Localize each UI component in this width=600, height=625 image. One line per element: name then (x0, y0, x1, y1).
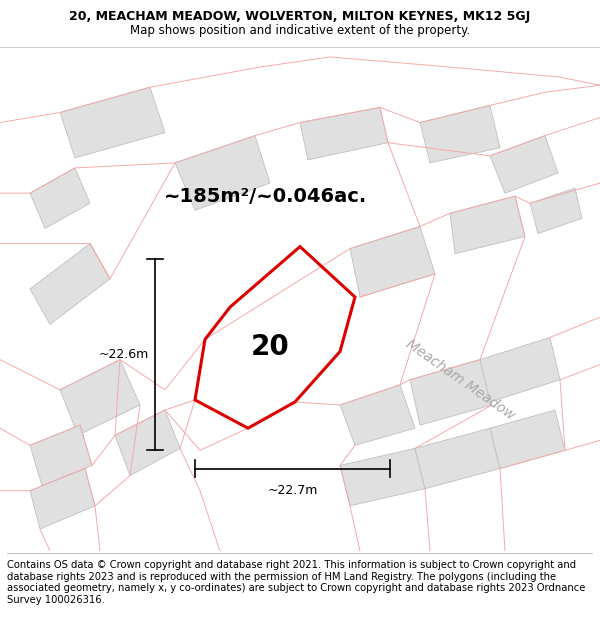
Text: 20: 20 (251, 334, 289, 361)
Polygon shape (410, 359, 492, 425)
Polygon shape (115, 410, 180, 476)
Polygon shape (350, 226, 435, 297)
Polygon shape (490, 410, 565, 469)
Polygon shape (415, 428, 500, 489)
Polygon shape (30, 244, 110, 324)
Polygon shape (450, 196, 525, 254)
Text: ~22.6m: ~22.6m (99, 348, 149, 361)
Polygon shape (60, 359, 140, 435)
Polygon shape (530, 188, 582, 234)
Text: ~185m²/~0.046ac.: ~185m²/~0.046ac. (163, 187, 367, 206)
Polygon shape (480, 338, 560, 402)
Text: Map shows position and indicative extent of the property.: Map shows position and indicative extent… (130, 24, 470, 36)
Polygon shape (60, 88, 165, 158)
Polygon shape (420, 106, 500, 163)
Polygon shape (30, 425, 92, 486)
Polygon shape (30, 168, 90, 229)
Polygon shape (340, 385, 415, 446)
Text: Contains OS data © Crown copyright and database right 2021. This information is : Contains OS data © Crown copyright and d… (7, 560, 586, 605)
Polygon shape (340, 448, 425, 506)
Polygon shape (30, 469, 95, 529)
Polygon shape (490, 136, 558, 193)
Text: ~22.7m: ~22.7m (268, 484, 317, 497)
Text: 20, MEACHAM MEADOW, WOLVERTON, MILTON KEYNES, MK12 5GJ: 20, MEACHAM MEADOW, WOLVERTON, MILTON KE… (70, 10, 530, 23)
Polygon shape (175, 136, 270, 210)
Polygon shape (300, 107, 388, 160)
Text: Meacham Meadow: Meacham Meadow (403, 337, 517, 422)
